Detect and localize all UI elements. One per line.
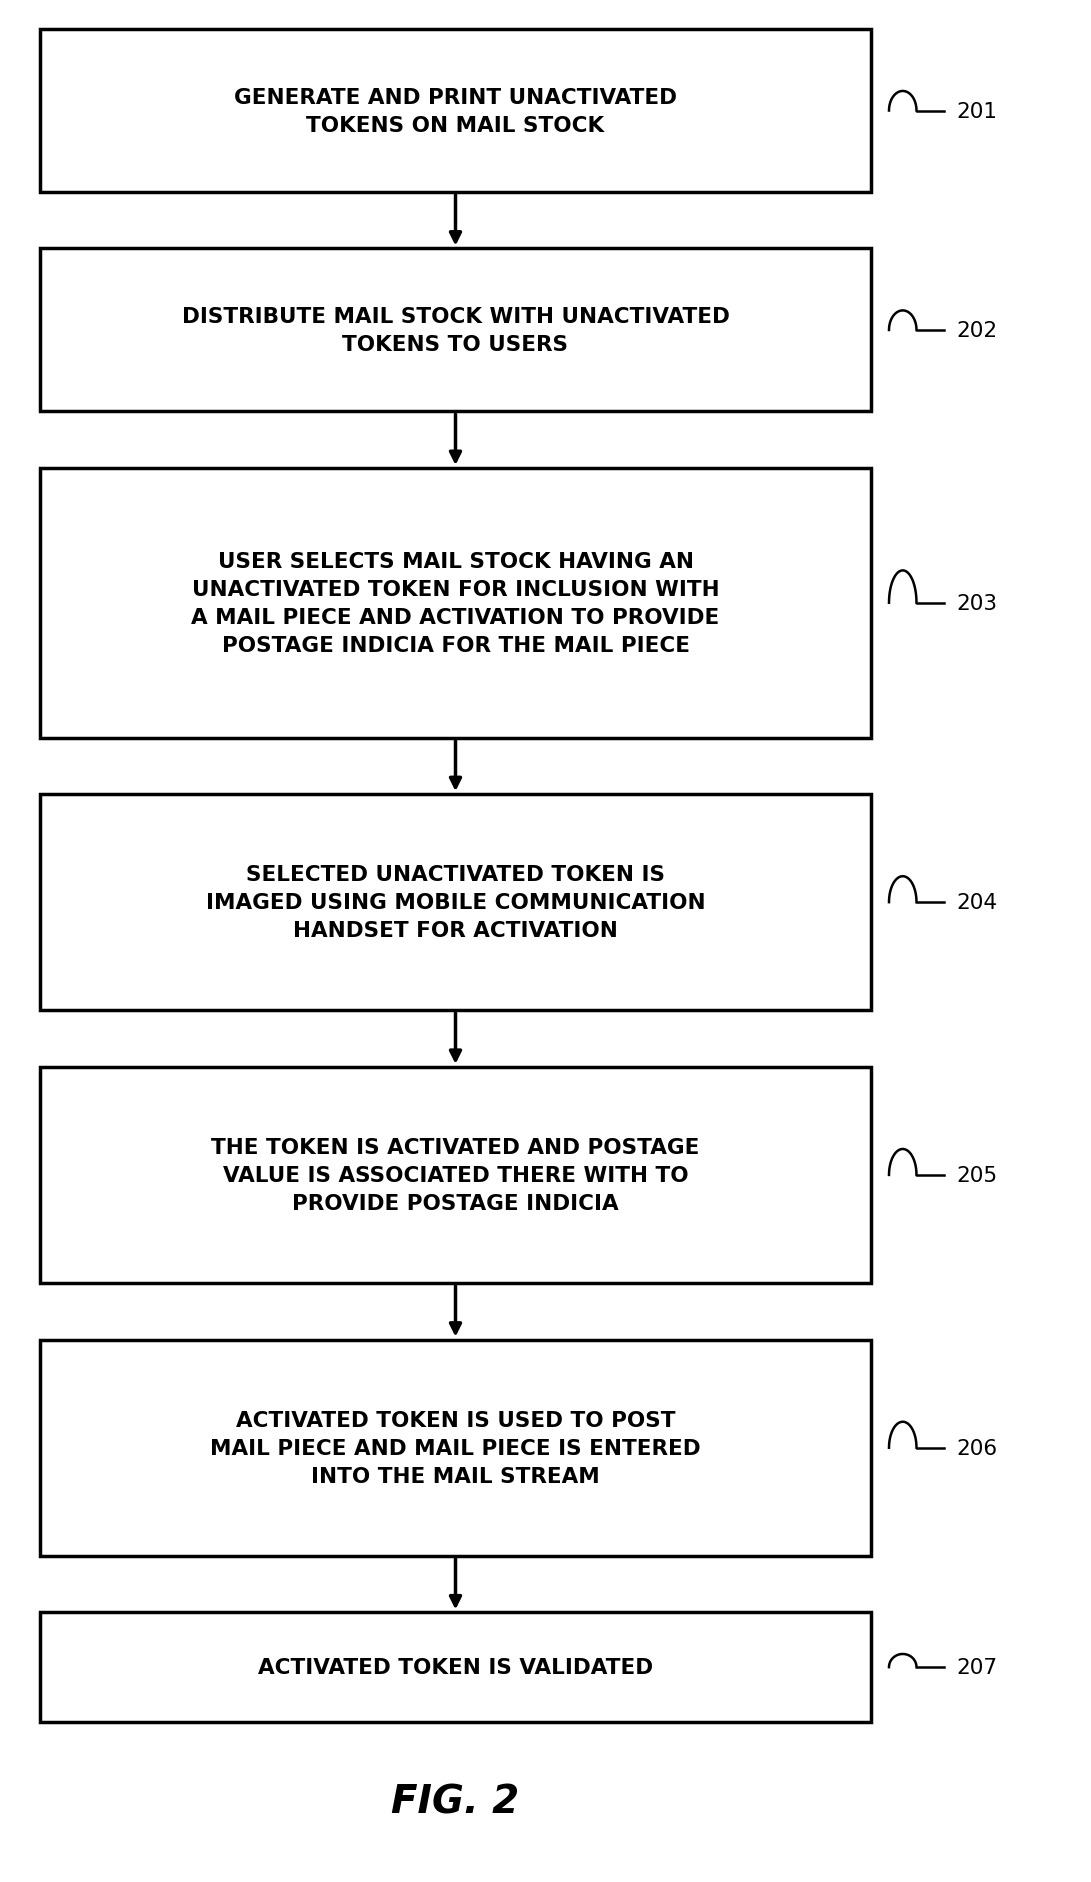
Bar	[40, 248, 871, 412]
Bar	[40, 794, 871, 1011]
Text: 206: 206	[956, 1438, 997, 1459]
Text: ACTIVATED TOKEN IS USED TO POST
MAIL PIECE AND MAIL PIECE IS ENTERED
INTO THE MA: ACTIVATED TOKEN IS USED TO POST MAIL PIE…	[211, 1410, 700, 1487]
Bar	[40, 469, 871, 738]
Text: GENERATE AND PRINT UNACTIVATED
TOKENS ON MAIL STOCK: GENERATE AND PRINT UNACTIVATED TOKENS ON…	[233, 87, 678, 136]
Bar	[40, 1067, 871, 1284]
Bar	[40, 30, 871, 194]
Text: 203: 203	[956, 593, 997, 614]
Bar	[40, 1613, 871, 1722]
Text: FIG. 2: FIG. 2	[392, 1782, 519, 1820]
Text: SELECTED UNACTIVATED TOKEN IS
IMAGED USING MOBILE COMMUNICATION
HANDSET FOR ACTI: SELECTED UNACTIVATED TOKEN IS IMAGED USI…	[206, 864, 705, 941]
Text: THE TOKEN IS ACTIVATED AND POSTAGE
VALUE IS ASSOCIATED THERE WITH TO
PROVIDE POS: THE TOKEN IS ACTIVATED AND POSTAGE VALUE…	[212, 1137, 699, 1214]
Text: ACTIVATED TOKEN IS VALIDATED: ACTIVATED TOKEN IS VALIDATED	[257, 1658, 654, 1677]
Text: 207: 207	[956, 1658, 997, 1677]
Bar	[40, 1340, 871, 1556]
Text: 202: 202	[956, 320, 997, 341]
Text: USER SELECTS MAIL STOCK HAVING AN
UNACTIVATED TOKEN FOR INCLUSION WITH
A MAIL PI: USER SELECTS MAIL STOCK HAVING AN UNACTI…	[191, 551, 720, 655]
Text: 201: 201	[956, 102, 997, 122]
Text: 205: 205	[956, 1165, 997, 1186]
Text: 204: 204	[956, 892, 997, 913]
Text: DISTRIBUTE MAIL STOCK WITH UNACTIVATED
TOKENS TO USERS: DISTRIBUTE MAIL STOCK WITH UNACTIVATED T…	[181, 307, 730, 356]
